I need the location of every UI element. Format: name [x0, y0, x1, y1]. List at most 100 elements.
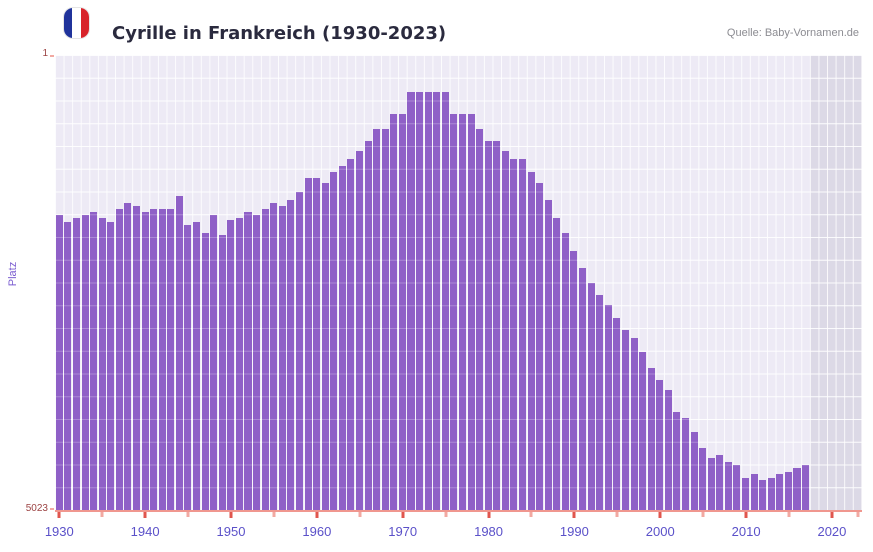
- bar-slot: [784, 55, 793, 510]
- bar[interactable]: [750, 474, 758, 510]
- bar[interactable]: [510, 158, 518, 510]
- bar[interactable]: [733, 465, 741, 510]
- bar[interactable]: [201, 232, 209, 510]
- bar[interactable]: [235, 217, 243, 510]
- bar[interactable]: [373, 129, 381, 510]
- x-axis-label: 2020: [817, 524, 847, 539]
- bar[interactable]: [115, 209, 123, 510]
- bar[interactable]: [338, 166, 346, 510]
- bar[interactable]: [639, 352, 647, 510]
- bar[interactable]: [630, 337, 638, 510]
- bar-slot: [570, 55, 579, 510]
- bar[interactable]: [724, 462, 732, 510]
- bar[interactable]: [330, 172, 338, 510]
- bar[interactable]: [742, 478, 750, 510]
- bar[interactable]: [776, 474, 784, 510]
- bar[interactable]: [81, 214, 89, 510]
- bar[interactable]: [467, 113, 475, 510]
- bar[interactable]: [458, 113, 466, 510]
- bar-slot: [227, 55, 236, 510]
- bar[interactable]: [107, 222, 115, 510]
- bar[interactable]: [493, 140, 501, 510]
- bar[interactable]: [295, 191, 303, 510]
- bar[interactable]: [313, 177, 321, 510]
- bar[interactable]: [673, 412, 681, 510]
- bar[interactable]: [613, 318, 621, 510]
- bar[interactable]: [621, 329, 629, 510]
- bar[interactable]: [759, 480, 767, 510]
- bar[interactable]: [304, 177, 312, 510]
- bar[interactable]: [647, 368, 655, 510]
- bar[interactable]: [167, 209, 175, 510]
- bar[interactable]: [244, 212, 252, 510]
- bar[interactable]: [450, 113, 458, 510]
- bar[interactable]: [793, 468, 801, 510]
- x-axis-tick: [272, 512, 276, 517]
- bar[interactable]: [158, 209, 166, 510]
- bar[interactable]: [561, 232, 569, 510]
- bar[interactable]: [579, 268, 587, 510]
- bar[interactable]: [707, 458, 715, 510]
- bar[interactable]: [441, 92, 449, 510]
- bar[interactable]: [261, 209, 269, 510]
- bar[interactable]: [218, 234, 226, 510]
- bar[interactable]: [767, 478, 775, 510]
- bar[interactable]: [604, 304, 612, 510]
- bar[interactable]: [364, 140, 372, 510]
- bar[interactable]: [64, 222, 72, 510]
- bar[interactable]: [287, 199, 295, 510]
- bar[interactable]: [536, 183, 544, 510]
- bar[interactable]: [193, 222, 201, 510]
- bar[interactable]: [553, 217, 561, 510]
- bar[interactable]: [227, 220, 235, 510]
- bar[interactable]: [132, 206, 140, 510]
- bar[interactable]: [90, 212, 98, 510]
- bar[interactable]: [587, 282, 595, 510]
- bar[interactable]: [321, 183, 329, 510]
- bar[interactable]: [699, 448, 707, 510]
- bar[interactable]: [72, 217, 80, 510]
- bar[interactable]: [55, 214, 63, 510]
- bar[interactable]: [681, 418, 689, 510]
- bar[interactable]: [716, 454, 724, 510]
- x-axis-label: 1990: [559, 524, 589, 539]
- bar-slot: [810, 55, 819, 510]
- bar-slot: [184, 55, 193, 510]
- bar[interactable]: [270, 203, 278, 510]
- bar-slot: [750, 55, 759, 510]
- bar[interactable]: [356, 150, 364, 510]
- bar[interactable]: [98, 217, 106, 510]
- bar[interactable]: [544, 199, 552, 510]
- bar[interactable]: [570, 250, 578, 510]
- bar[interactable]: [802, 465, 810, 510]
- bar[interactable]: [253, 214, 261, 510]
- bar[interactable]: [210, 214, 218, 510]
- bar[interactable]: [484, 140, 492, 510]
- bar[interactable]: [424, 92, 432, 510]
- bar-slot: [81, 55, 90, 510]
- bar[interactable]: [278, 206, 286, 510]
- bar[interactable]: [664, 389, 672, 510]
- bar[interactable]: [390, 113, 398, 510]
- bar[interactable]: [184, 224, 192, 510]
- bar[interactable]: [476, 129, 484, 510]
- bar[interactable]: [150, 209, 158, 510]
- bar[interactable]: [381, 129, 389, 510]
- bar[interactable]: [141, 212, 149, 510]
- bar[interactable]: [398, 113, 406, 510]
- bar-slot: [484, 55, 493, 510]
- bar[interactable]: [784, 471, 792, 510]
- bar[interactable]: [656, 379, 664, 510]
- bar[interactable]: [416, 92, 424, 510]
- bar[interactable]: [433, 92, 441, 510]
- bar[interactable]: [175, 195, 183, 510]
- bar[interactable]: [124, 203, 132, 510]
- bar[interactable]: [527, 172, 535, 510]
- bar[interactable]: [347, 158, 355, 510]
- bar[interactable]: [518, 158, 527, 510]
- bar[interactable]: [596, 294, 604, 510]
- bar[interactable]: [690, 432, 698, 510]
- bar[interactable]: [501, 150, 509, 510]
- bar-slot: [72, 55, 81, 510]
- bar[interactable]: [407, 92, 415, 510]
